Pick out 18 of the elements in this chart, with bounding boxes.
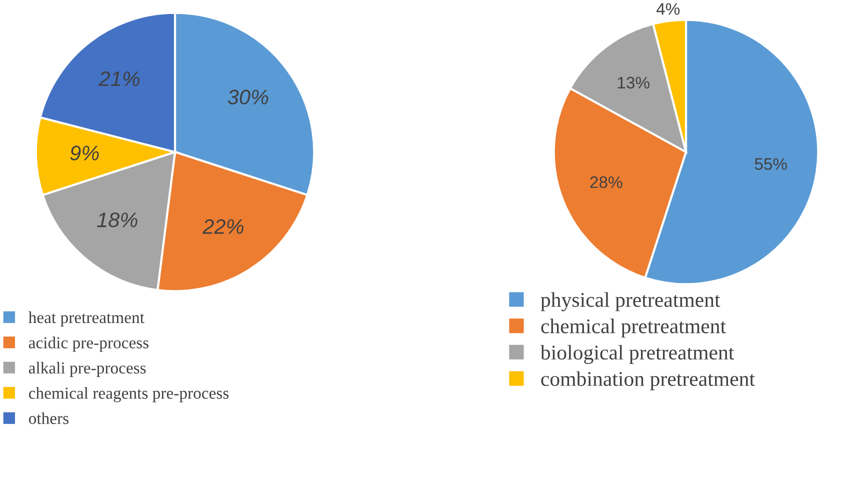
data-label: 9% xyxy=(70,146,99,160)
data-label: 18% xyxy=(97,212,138,228)
data-label: 30% xyxy=(228,90,268,104)
data-label: 13% xyxy=(618,76,650,89)
legend-label: combination pretreatment xyxy=(541,371,755,390)
legend-label: others xyxy=(28,412,68,424)
legend-label: heat pretreatment xyxy=(28,311,144,327)
data-label: 21% xyxy=(98,71,140,86)
legend-label: chemical reagents pre-process xyxy=(28,387,229,402)
legend-label: biological pretreatment xyxy=(540,344,734,364)
legend-label: chemical pretreatment xyxy=(541,318,726,338)
data-label: 55% xyxy=(754,158,787,170)
legend-label: physical pretreatment xyxy=(540,292,720,312)
data-label: 4% xyxy=(656,3,680,15)
legend-label: alkali pre-process xyxy=(28,362,146,377)
legend-label: acidic pre-process xyxy=(28,336,148,352)
data-label: 28% xyxy=(590,176,622,188)
data-label: 22% xyxy=(202,219,244,234)
